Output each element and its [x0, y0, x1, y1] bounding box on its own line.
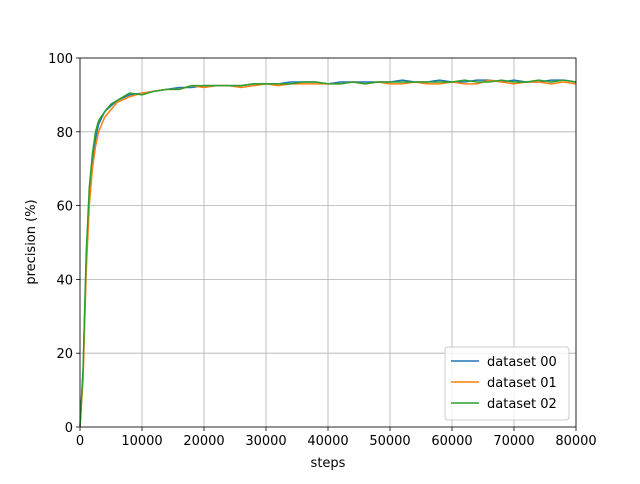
x-tick-label: 50000 — [369, 434, 410, 449]
legend-label: dataset 02 — [487, 397, 557, 412]
legend-box — [444, 346, 570, 421]
x-tick-label: 80000 — [555, 434, 596, 449]
y-tick-label: 80 — [56, 126, 73, 141]
y-tick-label: 60 — [56, 200, 73, 215]
plot-frame — [79, 57, 577, 428]
x-tick-label: 40000 — [307, 434, 348, 449]
y-axis-label: precision (%) — [24, 199, 39, 284]
line-series — [79, 79, 577, 428]
x-tick-label: 0 — [76, 434, 84, 449]
x-tick-label: 70000 — [493, 434, 534, 449]
x-axis-label: steps — [311, 456, 346, 471]
y-tick-label: 100 — [48, 52, 73, 67]
x-tick-label: 30000 — [245, 434, 286, 449]
y-tick-label: 0 — [65, 421, 73, 436]
legend-label: dataset 01 — [487, 376, 557, 391]
x-tick-label: 10000 — [121, 434, 162, 449]
legend: dataset 00 dataset 01 dataset 02 — [444, 346, 570, 421]
y-tick-label: 40 — [56, 273, 73, 288]
x-tick-label: 60000 — [431, 434, 472, 449]
line-series — [79, 79, 577, 428]
legend-label: dataset 00 — [487, 355, 557, 370]
x-tick-label: 20000 — [183, 434, 224, 449]
y-tick-label: 20 — [56, 347, 73, 362]
